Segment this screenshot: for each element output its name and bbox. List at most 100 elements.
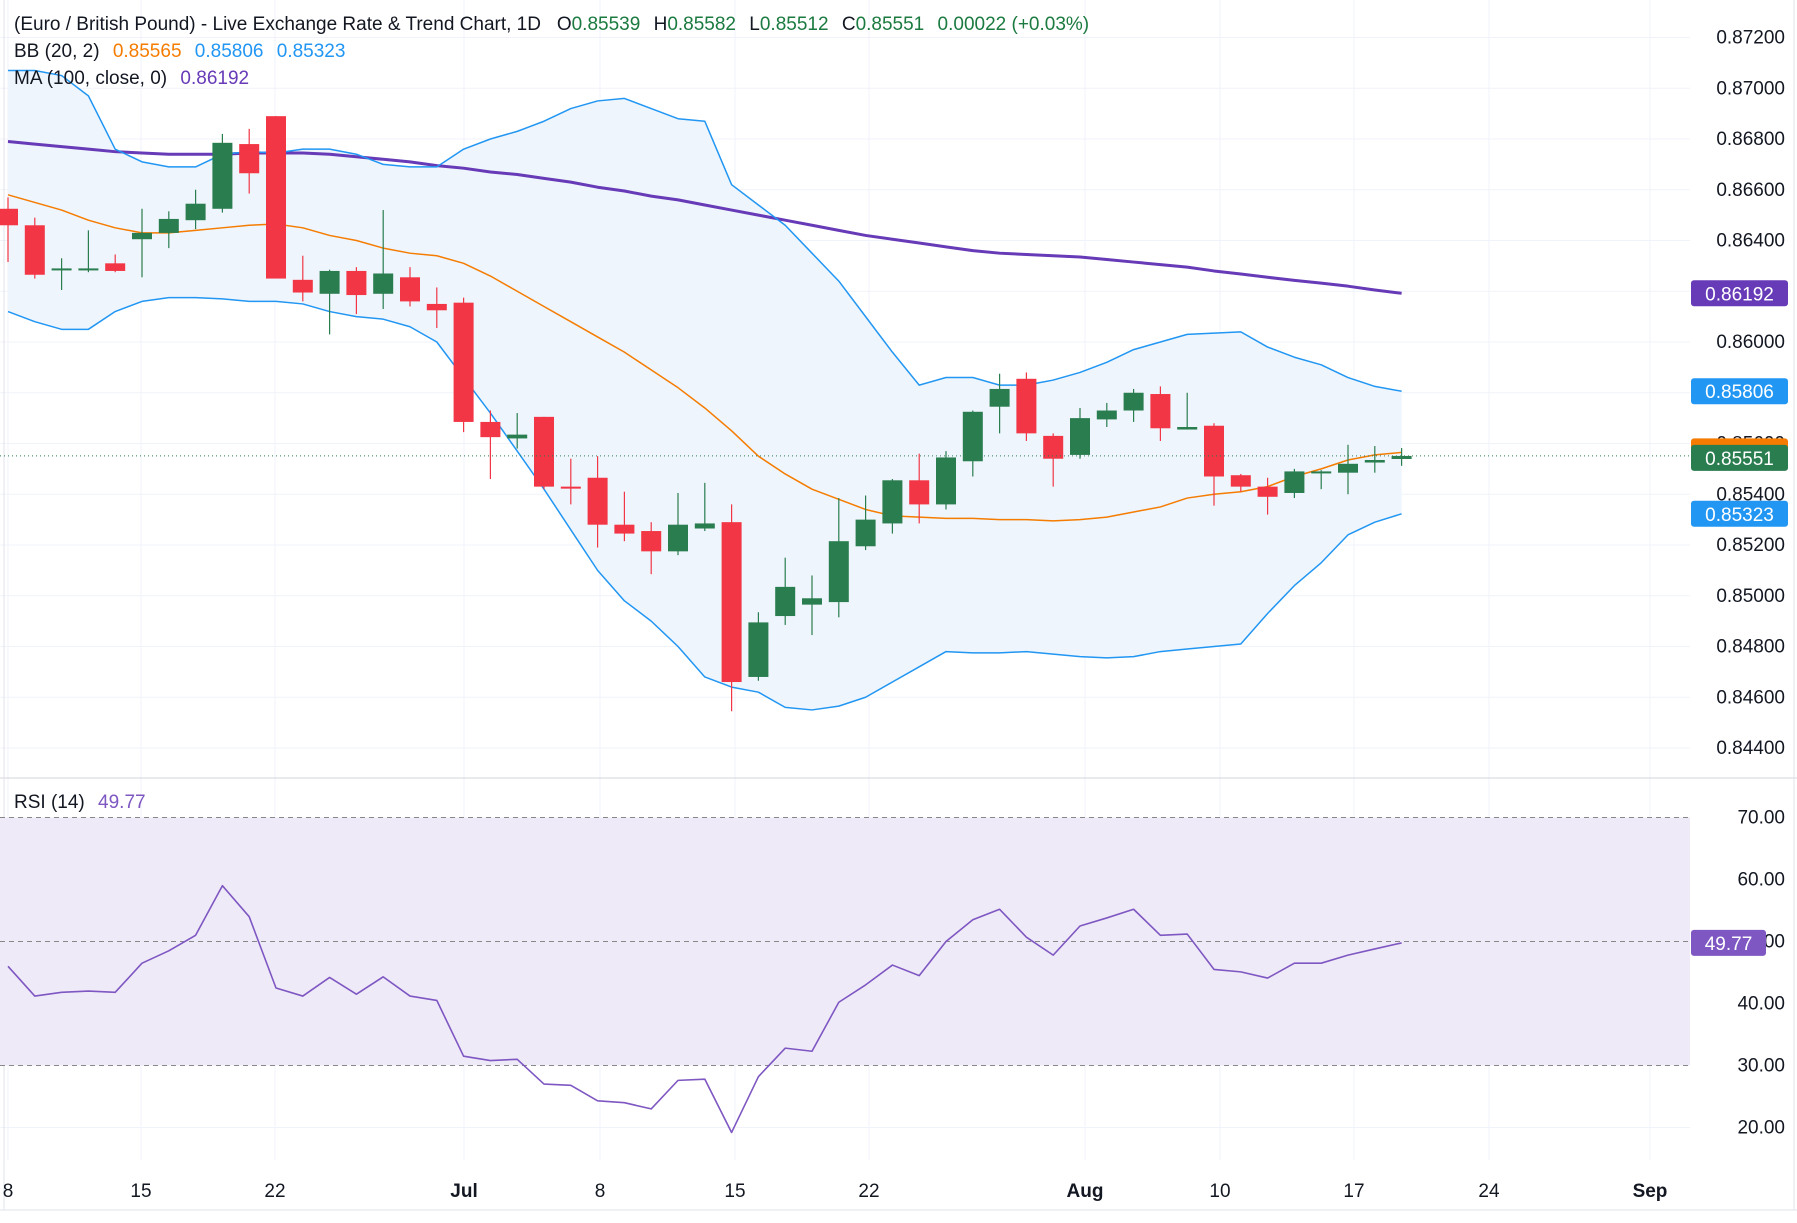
candle[interactable] — [1311, 470, 1332, 490]
legend-close-value: 0.85551 — [855, 14, 925, 35]
candle[interactable] — [1230, 473, 1251, 492]
axis-value-badge: 0.86192 — [1691, 280, 1788, 307]
candle-body — [1123, 392, 1144, 411]
candle-body — [614, 524, 635, 534]
price-tick-label: 0.84600 — [1716, 687, 1785, 708]
candle-body — [668, 524, 688, 552]
legend-ma-label: MA (100, close, 0) — [14, 68, 168, 89]
candle[interactable] — [51, 258, 72, 290]
candle[interactable] — [1284, 468, 1305, 499]
candle-body — [1177, 427, 1198, 430]
candle[interactable] — [1043, 433, 1064, 487]
legend-ma[interactable]: MA (100, close, 0) 0.86192 — [14, 68, 257, 90]
candle[interactable] — [989, 373, 1010, 434]
badge-value: 0.85551 — [1705, 449, 1774, 470]
candle-body — [855, 519, 876, 547]
price-tick-label: 0.87000 — [1716, 78, 1785, 99]
legend-rsi[interactable]: RSI (14) 49.77 — [14, 792, 154, 814]
candle[interactable] — [882, 479, 903, 534]
candle-body — [909, 480, 930, 505]
rsi-tick-label: 30.00 — [1737, 1056, 1785, 1077]
candlesticks[interactable] — [0, 116, 1412, 712]
bollinger-fill-area — [8, 70, 1402, 710]
candle[interactable] — [1338, 444, 1358, 495]
candle[interactable] — [1177, 392, 1198, 430]
candle[interactable] — [694, 482, 715, 532]
badge-background — [1691, 444, 1788, 471]
candle-body — [0, 208, 18, 226]
price-tick-label: 0.85000 — [1716, 586, 1785, 607]
candle[interactable] — [1123, 388, 1144, 422]
price-tick-label: 0.85200 — [1716, 535, 1785, 556]
candle-body — [802, 598, 822, 605]
rsi-tick-label: 60.00 — [1737, 870, 1785, 891]
candle-body — [1364, 459, 1385, 463]
legend-rsi-value: 49.77 — [98, 792, 146, 813]
candle[interactable] — [507, 413, 528, 449]
candle[interactable] — [587, 456, 608, 548]
candle-body — [373, 273, 394, 294]
candle-body — [1338, 463, 1358, 473]
candle[interactable] — [1070, 407, 1090, 459]
time-axis[interactable]: 8 15 22 Jul 8 15 22 Aug 10 17 24 Sep — [3, 1181, 1668, 1202]
candle[interactable] — [936, 451, 956, 510]
candle-body — [534, 416, 554, 487]
candle[interactable] — [641, 522, 662, 575]
legend-change: 0.00022 (+0.03%) — [937, 14, 1090, 35]
candle[interactable] — [319, 269, 340, 335]
candle[interactable] — [614, 491, 635, 542]
candle[interactable] — [802, 575, 822, 636]
legend-title: (Euro / British Pound) - Live Exchange R… — [14, 14, 541, 35]
candle[interactable] — [132, 208, 152, 278]
candle[interactable] — [453, 297, 474, 433]
candle[interactable] — [426, 287, 447, 329]
candle[interactable] — [1391, 448, 1412, 466]
time-tick-label: 24 — [1478, 1181, 1500, 1202]
candle[interactable] — [158, 211, 179, 249]
candle[interactable] — [1016, 372, 1037, 441]
candle[interactable] — [400, 267, 420, 307]
rsi-line — [7, 884, 1402, 1134]
candle[interactable] — [775, 557, 796, 625]
candle[interactable] — [560, 458, 581, 505]
candle[interactable] — [1257, 477, 1278, 515]
candle[interactable] — [1150, 386, 1171, 441]
candle[interactable] — [1096, 402, 1117, 428]
candle[interactable] — [346, 267, 367, 315]
candle[interactable] — [373, 210, 394, 310]
candle[interactable] — [185, 189, 206, 230]
badge-background — [1691, 929, 1766, 956]
time-tick-label: 15 — [130, 1181, 151, 1202]
candle[interactable] — [105, 254, 126, 273]
candle[interactable] — [292, 255, 313, 302]
legend-bb[interactable]: BB (20, 2) 0.85565 0.85806 0.85323 — [14, 41, 353, 63]
candle-body — [1257, 486, 1278, 497]
candle[interactable] — [266, 116, 286, 279]
candle[interactable] — [855, 495, 876, 551]
badge-background — [1691, 378, 1788, 405]
candle[interactable] — [24, 217, 45, 279]
candle[interactable] — [909, 453, 930, 524]
legend-close-label: C — [841, 14, 856, 35]
axis-value-badge: 0.85323 — [1691, 500, 1788, 527]
candle[interactable] — [668, 492, 688, 556]
candle[interactable] — [480, 410, 501, 480]
legend-bb-mid: 0.85565 — [112, 41, 182, 62]
badge-value: 0.85806 — [1705, 382, 1774, 403]
candle[interactable] — [1364, 446, 1385, 473]
candle-body — [748, 622, 769, 677]
candle[interactable] — [828, 498, 849, 618]
time-tick-label: Aug — [1067, 1181, 1104, 1202]
candle[interactable] — [0, 197, 18, 263]
candle[interactable] — [534, 416, 554, 490]
candle[interactable] — [212, 133, 233, 213]
candle[interactable] — [748, 612, 769, 681]
candle[interactable] — [721, 504, 742, 712]
candle[interactable] — [1204, 423, 1224, 506]
candle[interactable] — [962, 410, 983, 477]
candle[interactable] — [78, 230, 99, 273]
bb-lower-line — [7, 296, 1402, 711]
rsi-pane[interactable] — [0, 817, 1690, 1134]
candle[interactable] — [239, 128, 260, 194]
